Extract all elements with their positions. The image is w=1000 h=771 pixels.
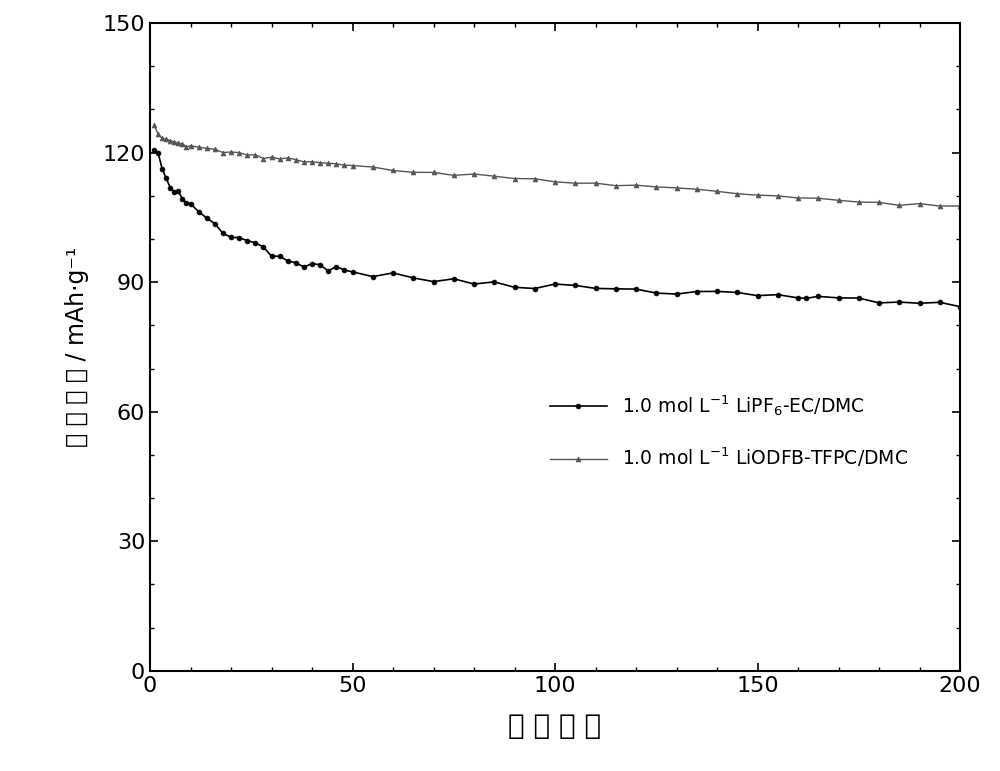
Line: 1.0 mol L$^{-1}$ LiPF$_6$-EC/DMC: 1.0 mol L$^{-1}$ LiPF$_6$-EC/DMC	[152, 147, 962, 309]
Legend: 1.0 mol L$^{-1}$ LiPF$_6$-EC/DMC, 1.0 mol L$^{-1}$ LiODFB-TFPC/DMC: 1.0 mol L$^{-1}$ LiPF$_6$-EC/DMC, 1.0 mo…	[532, 374, 926, 488]
1.0 mol L$^{-1}$ LiODFB-TFPC/DMC	[148, 120, 160, 130]
1.0 mol L$^{-1}$ LiPF$_6$-EC/DMC	[209, 219, 221, 228]
1.0 mol L$^{-1}$ LiPF$_6$-EC/DMC	[954, 302, 966, 311]
1.0 mol L$^{-1}$ LiPF$_6$-EC/DMC	[282, 256, 294, 265]
1.0 mol L$^{-1}$ LiODFB-TFPC/DMC	[193, 143, 205, 152]
1.0 mol L$^{-1}$ LiPF$_6$-EC/DMC	[800, 294, 812, 303]
X-axis label: 循 环 次 数: 循 环 次 数	[508, 712, 602, 740]
1.0 mol L$^{-1}$ LiPF$_6$-EC/DMC	[488, 278, 500, 287]
1.0 mol L$^{-1}$ LiODFB-TFPC/DMC	[233, 148, 245, 157]
1.0 mol L$^{-1}$ LiPF$_6$-EC/DMC	[407, 273, 419, 282]
1.0 mol L$^{-1}$ LiODFB-TFPC/DMC	[934, 201, 946, 210]
1.0 mol L$^{-1}$ LiODFB-TFPC/DMC	[266, 153, 278, 162]
1.0 mol L$^{-1}$ LiODFB-TFPC/DMC	[954, 201, 966, 210]
1.0 mol L$^{-1}$ LiODFB-TFPC/DMC	[508, 174, 520, 183]
1.0 mol L$^{-1}$ LiODFB-TFPC/DMC	[249, 150, 261, 160]
1.0 mol L$^{-1}$ LiPF$_6$-EC/DMC	[148, 145, 160, 154]
Line: 1.0 mol L$^{-1}$ LiODFB-TFPC/DMC: 1.0 mol L$^{-1}$ LiODFB-TFPC/DMC	[152, 123, 962, 208]
1.0 mol L$^{-1}$ LiPF$_6$-EC/DMC	[225, 233, 237, 242]
Y-axis label: 放 电 容 量 / mAh·g⁻¹: 放 电 容 量 / mAh·g⁻¹	[65, 247, 89, 447]
1.0 mol L$^{-1}$ LiODFB-TFPC/DMC	[274, 154, 286, 163]
